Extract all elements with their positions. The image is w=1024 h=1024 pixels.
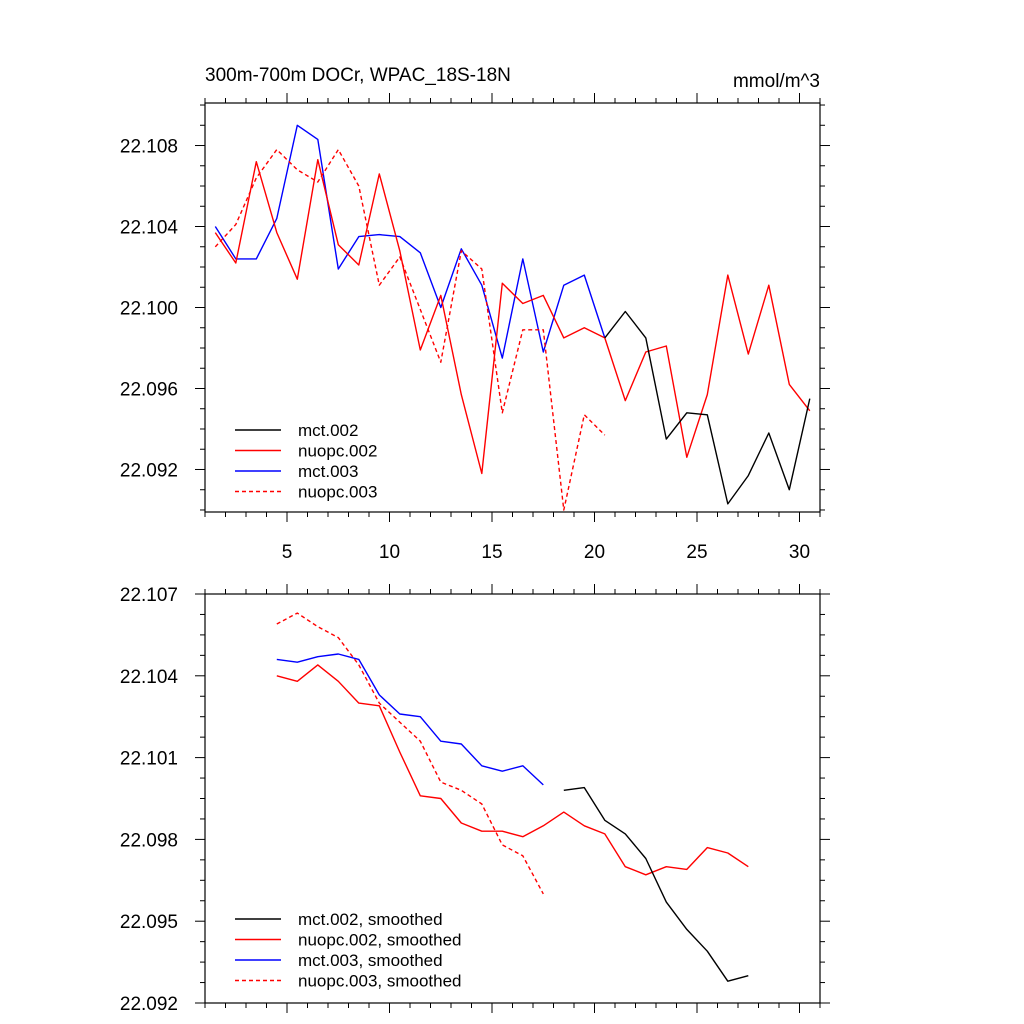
x-tick-label: 5 xyxy=(282,542,293,563)
y-tick-label: 22.092 xyxy=(120,460,178,481)
series-line-nuopc-003-smoothed xyxy=(276,612,544,895)
series-line-mct-003-smoothed xyxy=(276,653,544,786)
y-tick-label: 22.107 xyxy=(120,585,178,606)
x-tick-label: 15 xyxy=(481,542,502,563)
units-label: mmol/m^3 xyxy=(733,71,820,92)
bottom-chart-panel: 22.092 22.095 22.098 22.101 22.104 22.107 mct.… xyxy=(120,584,830,1015)
series-line-nuopc-003 xyxy=(214,148,606,511)
x-tick-label: 25 xyxy=(686,542,707,563)
y-tick-label: 22.098 xyxy=(120,830,178,851)
series-line-mct-002 xyxy=(604,310,811,505)
top-chart-panel: 5 10 15 20 25 30 22.092 22.096 22.100 22.104 22.10… xyxy=(120,65,830,563)
chart-title: 300m-700m DOCr, WPAC_18S-18N xyxy=(205,65,511,86)
y-tick-label: 22.095 xyxy=(120,912,178,933)
x-tick-label: 20 xyxy=(584,542,605,563)
y-tick-label: 22.096 xyxy=(120,379,178,400)
legend-label: nuopc.002, smoothed xyxy=(298,931,462,950)
y-tick-label: 22.108 xyxy=(120,137,178,158)
x-tick-label: 30 xyxy=(789,542,810,563)
legend-label: mct.002 xyxy=(298,421,358,440)
y-tick-label: 22.104 xyxy=(120,218,179,239)
y-tick-label: 22.092 xyxy=(120,994,178,1015)
y-tick-label: 22.100 xyxy=(120,299,178,320)
y-tick-label: 22.101 xyxy=(120,749,178,770)
y-tick-label: 22.104 xyxy=(120,667,179,688)
x-tick-label: 10 xyxy=(379,542,400,563)
legend-label: mct.003, smoothed xyxy=(298,951,443,970)
series-line-mct-002-smoothed xyxy=(563,786,749,982)
legend-label: nuopc.002 xyxy=(298,442,377,461)
series-line-nuopc-002-smoothed xyxy=(276,664,749,876)
legend-label: nuopc.003 xyxy=(298,483,377,502)
legend-label: nuopc.003, smoothed xyxy=(298,972,462,991)
legend-label: mct.003 xyxy=(298,462,358,481)
legend-label: mct.002, smoothed xyxy=(298,910,443,929)
series-line-mct-003 xyxy=(214,124,606,359)
